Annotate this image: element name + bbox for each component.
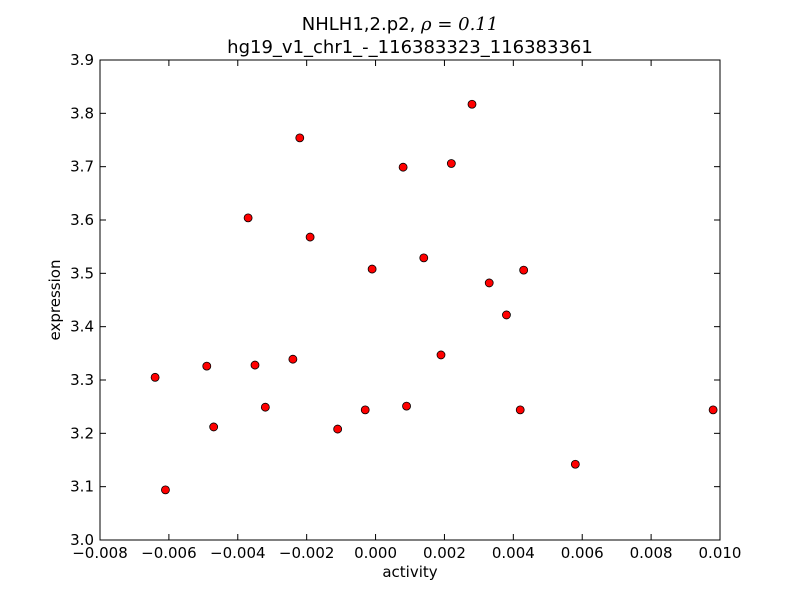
data-point bbox=[570, 459, 580, 469]
y-tick-label: 3.7 bbox=[70, 158, 94, 176]
chart-title-main: NHLH1,2.p2, bbox=[302, 14, 421, 35]
data-point bbox=[367, 264, 377, 274]
x-tick-label: −0.006 bbox=[141, 544, 197, 562]
chart-title-line2: hg19_v1_chr1_-_116383323_116383361 bbox=[227, 37, 593, 58]
x-axis-label: activity bbox=[382, 563, 437, 581]
data-point bbox=[484, 278, 494, 288]
y-tick-label: 3.6 bbox=[70, 211, 94, 229]
data-point bbox=[446, 159, 456, 168]
y-tick-label: 3.9 bbox=[70, 51, 94, 69]
x-tick-label: 0.006 bbox=[561, 544, 604, 562]
data-point bbox=[202, 361, 212, 371]
y-tick-label: 3.2 bbox=[70, 424, 94, 442]
data-point bbox=[467, 99, 477, 109]
data-point bbox=[360, 405, 370, 415]
x-tick-label: −0.004 bbox=[210, 544, 266, 562]
y-tick-label: 3.4 bbox=[70, 318, 94, 336]
y-axis-label: expression bbox=[46, 260, 64, 341]
data-point bbox=[398, 162, 408, 172]
x-tick-label: 0.004 bbox=[492, 544, 535, 562]
data-point bbox=[288, 354, 298, 364]
y-tick-label: 3.8 bbox=[70, 104, 94, 122]
tick-labels: −0.008 −0.006 −0.004 −0.002 0.000 0.002 0.004 0… bbox=[70, 51, 741, 562]
data-point bbox=[502, 310, 511, 320]
x-tick-label: 0.010 bbox=[699, 544, 742, 562]
chart-title-rho: ρ = 0.11 bbox=[420, 14, 498, 35]
data-points bbox=[150, 99, 718, 495]
data-point bbox=[260, 402, 270, 412]
plot-area bbox=[100, 60, 720, 540]
x-tick-label: −0.002 bbox=[279, 544, 335, 562]
data-point bbox=[515, 405, 525, 415]
y-tick-label: 3.5 bbox=[70, 264, 94, 282]
plot-frame bbox=[99, 59, 721, 541]
data-point bbox=[250, 360, 260, 370]
data-point bbox=[295, 133, 305, 143]
data-point bbox=[243, 213, 253, 223]
data-point bbox=[150, 372, 160, 382]
x-tick-label: 0.002 bbox=[423, 544, 466, 562]
y-tick-label: 3.0 bbox=[70, 531, 94, 549]
x-tick-label: 0.000 bbox=[354, 544, 397, 562]
data-point bbox=[161, 485, 170, 495]
data-point bbox=[209, 422, 219, 432]
data-point bbox=[305, 232, 315, 242]
data-point bbox=[333, 424, 343, 434]
x-tick-label: 0.008 bbox=[630, 544, 673, 562]
data-point bbox=[436, 350, 446, 360]
data-point bbox=[419, 253, 429, 263]
data-point bbox=[708, 405, 718, 415]
data-point bbox=[402, 401, 411, 411]
y-tick-label: 3.3 bbox=[70, 371, 94, 389]
x-tick-label: −0.008 bbox=[72, 544, 128, 562]
y-tick-label: 3.1 bbox=[70, 478, 94, 496]
chart-title-line1: NHLH1,2.p2, ρ = 0.11 bbox=[302, 14, 498, 35]
data-point bbox=[519, 265, 529, 275]
